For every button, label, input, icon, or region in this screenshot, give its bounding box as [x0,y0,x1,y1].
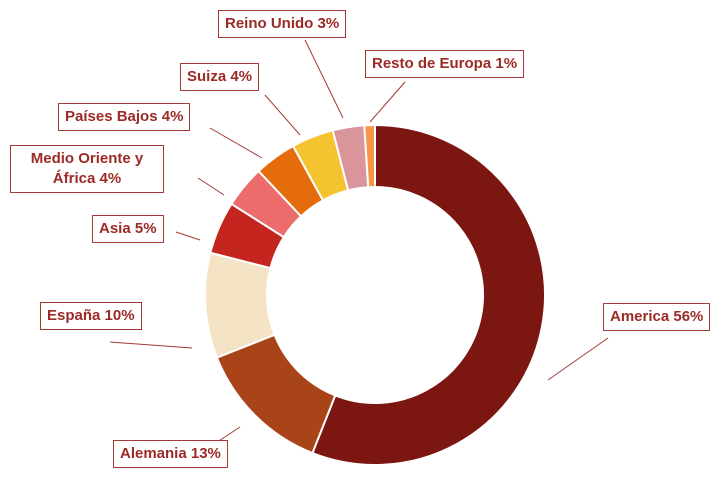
slice-label: Asia 5% [92,215,164,243]
category-name: Países Bajos [65,108,158,125]
slice-label: Suiza 4% [180,63,260,91]
donut-slice [311,123,546,466]
slice-label: Resto de Europa 1% [365,50,525,78]
value-label: 13% [190,445,221,462]
category-name: Suiza [187,68,227,85]
value-label: 4% [230,68,253,85]
donut-slice [363,123,376,189]
slice-label: Alemania 13% [113,440,228,468]
value-label: 4% [161,108,184,125]
category-name: Resto de Europa [372,55,492,72]
value-label: 5% [134,220,157,237]
category-name: Asia [99,220,131,237]
category-name: Reino Unido [225,15,314,32]
slice-label: España 10% [40,302,142,330]
leader-line [109,341,193,349]
leader-line [264,94,301,136]
slice-label: Países Bajos 4% [58,103,191,131]
category-name: Medio Oriente y África [30,150,144,187]
slice-label: Reino Unido 3% [218,10,347,38]
leader-line [369,81,406,123]
value-label: 3% [317,15,340,32]
leader-line [547,337,609,381]
donut-slice [215,333,337,455]
value-label: 56% [673,308,704,325]
value-label: 4% [99,170,122,187]
category-name: America [610,308,670,325]
value-label: 1% [495,55,518,72]
category-name: Alemania [120,445,187,462]
leader-line [209,127,263,159]
category-name: España [47,307,101,324]
leader-line [175,231,201,241]
slice-label: Medio Oriente y África 4% [10,145,164,193]
slice-label: America 56% [603,303,711,331]
value-label: 10% [104,307,135,324]
leader-line [304,39,344,119]
leader-line [197,177,225,196]
